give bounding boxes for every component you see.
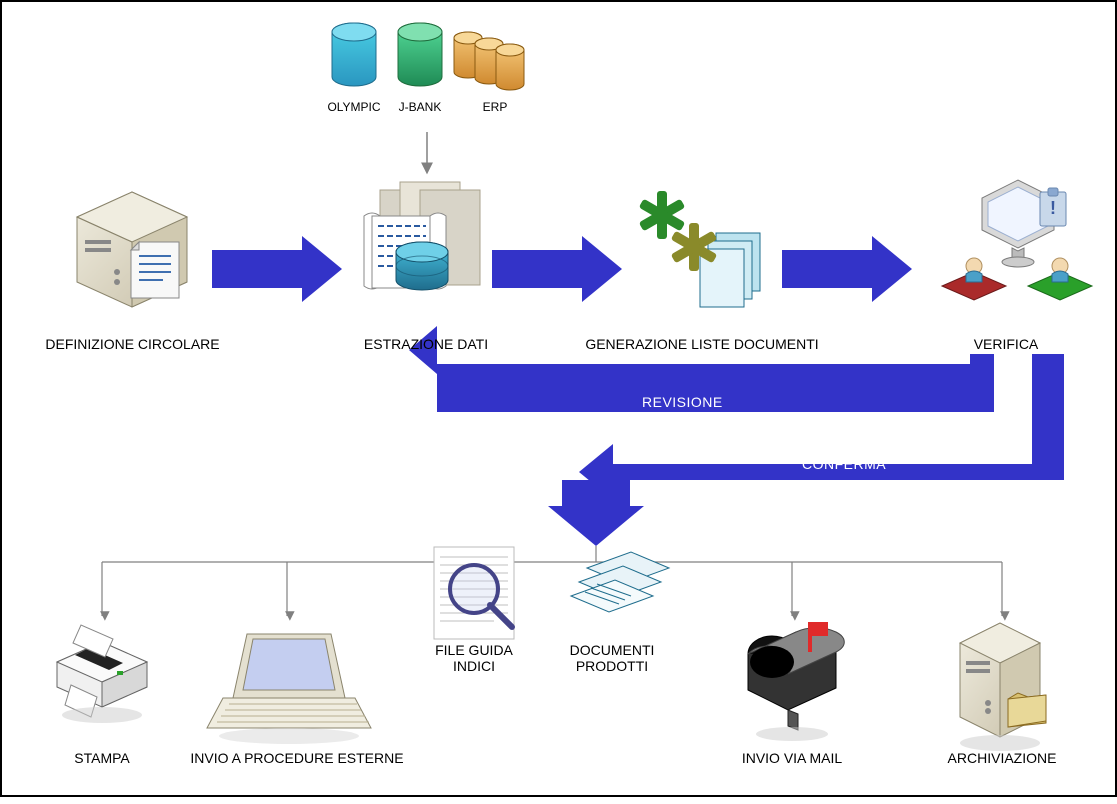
stage-verifica-label: VERIFICA (940, 336, 1072, 352)
documents-icon (571, 552, 669, 612)
workflow-diagram: ! (0, 0, 1117, 797)
extraction-icon (364, 182, 480, 290)
out-archiviazione-label: ARCHIVIAZIONE (932, 750, 1072, 766)
out-fileguida-label: FILE GUIDA INDICI (422, 642, 526, 674)
printer-icon (57, 625, 147, 723)
server-icon (77, 192, 187, 307)
mailbox-icon (748, 622, 844, 741)
flow-arrows (212, 236, 912, 302)
generation-icon (639, 191, 760, 307)
db-olympic-label: OLYMPIC (322, 100, 386, 114)
db-erp-icon (454, 32, 524, 90)
diagram-svg: ! (2, 2, 1117, 799)
out-invioproc-label: INVIO A PROCEDURE ESTERNE (182, 750, 412, 766)
out-documenti-label: DOCUMENTI PRODOTTI (554, 642, 670, 674)
laptop-icon (207, 634, 371, 744)
revisione-label: REVISIONE (642, 394, 723, 410)
svg-text:!: ! (1050, 198, 1056, 218)
conferma-label: CONFERMA (802, 456, 886, 472)
stage-estrazione-label: ESTRAZIONE DATI (352, 336, 500, 352)
stage-generazione-label: GENERAZIONE LISTE DOCUMENTI (568, 336, 836, 352)
archive-icon (960, 623, 1046, 751)
out-stampa-label: STAMPA (52, 750, 152, 766)
out-inviomail-label: INVIO VIA MAIL (722, 750, 862, 766)
stage-definizione-label: DEFINIZIONE CIRCOLARE (30, 336, 235, 352)
db-olympic-icon (332, 23, 376, 86)
db-jbank-icon (398, 23, 442, 86)
branch-lines (102, 546, 1002, 616)
db-erp-label: ERP (470, 100, 520, 114)
verifica-icon: ! (942, 180, 1092, 300)
magnifier-icon (434, 547, 514, 639)
db-jbank-label: J-BANK (392, 100, 448, 114)
